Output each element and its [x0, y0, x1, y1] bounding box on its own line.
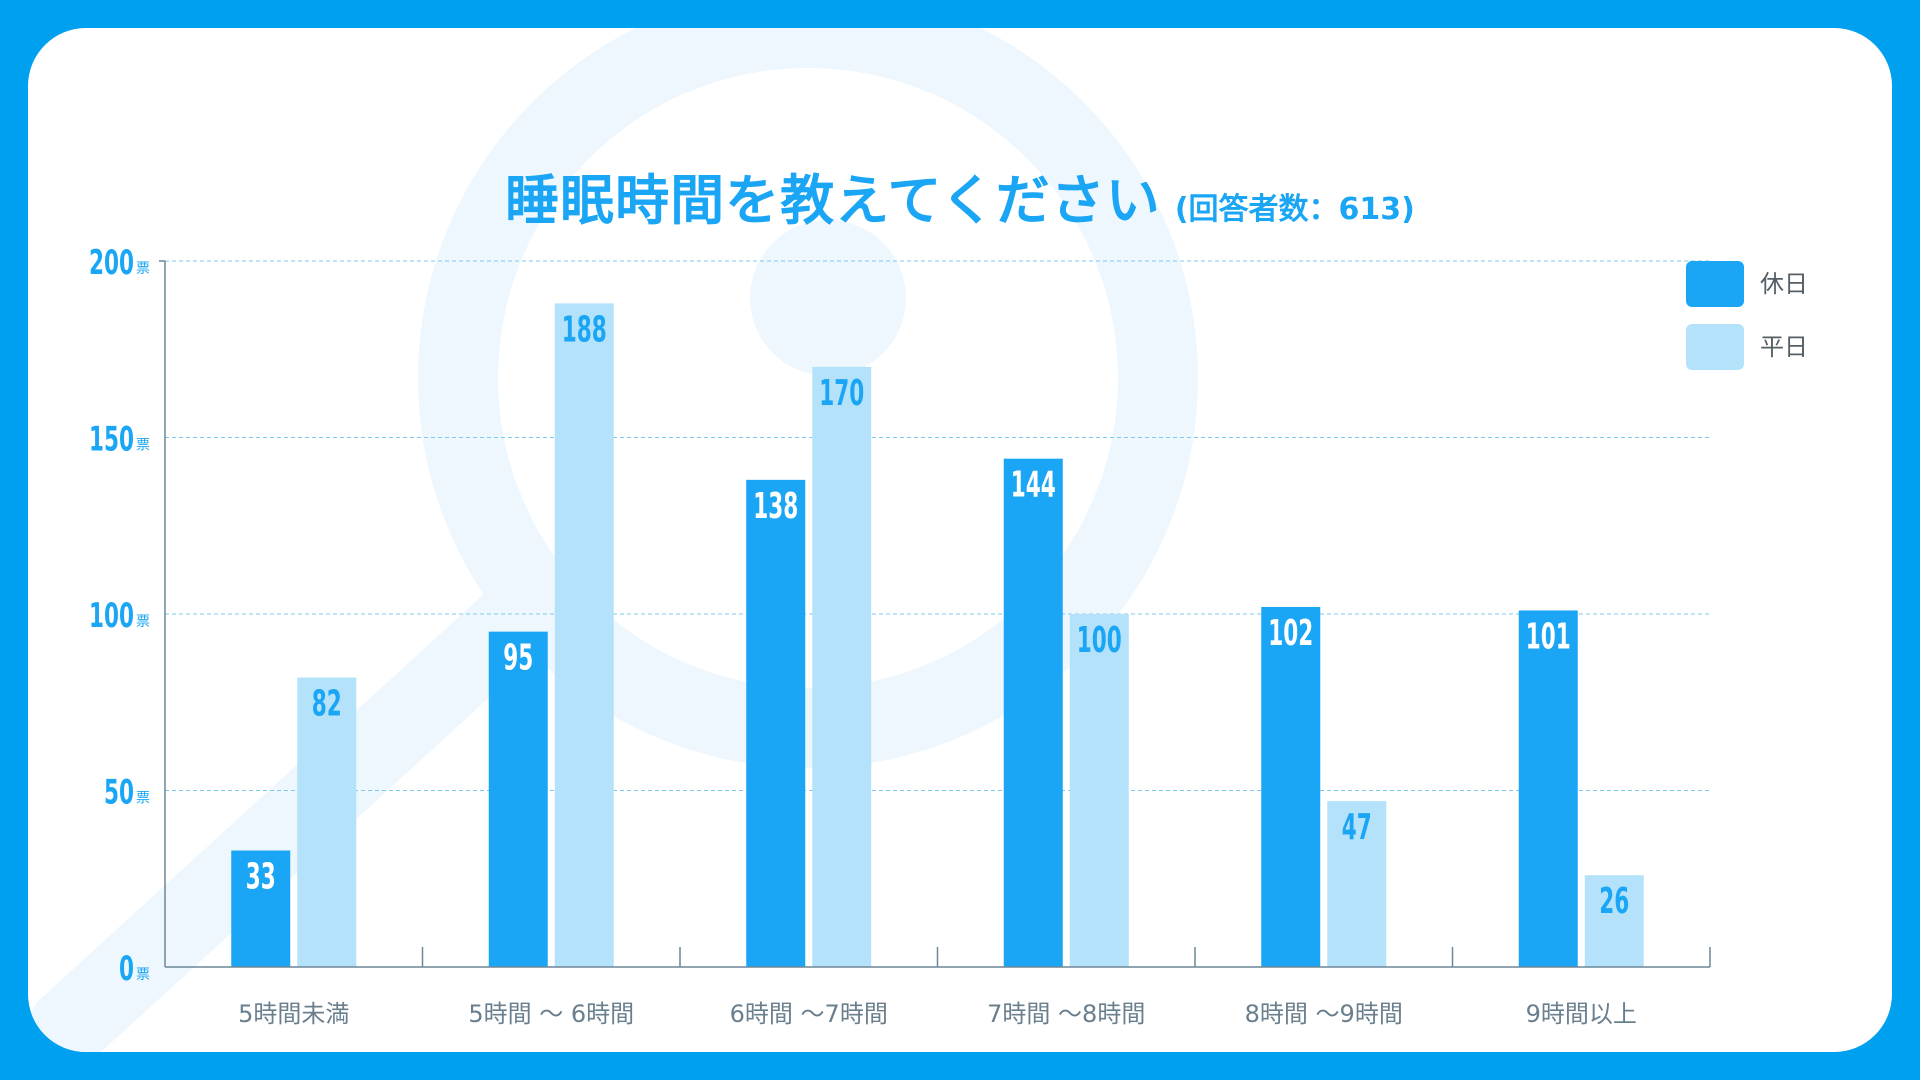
bar-holiday	[231, 850, 291, 967]
data-label: 100	[1077, 620, 1122, 661]
x-category-label: 6時間 〜7時間	[730, 1000, 888, 1028]
data-label: 82	[312, 684, 342, 725]
bar-holiday	[746, 479, 806, 967]
y-tick-unit: 票	[136, 614, 150, 630]
data-label: 47	[1342, 807, 1372, 848]
x-category-label: 9時間以上	[1526, 1000, 1637, 1028]
legend-swatch	[1686, 261, 1744, 307]
chart-title: 睡眠時間を教えてください	[505, 169, 1161, 232]
bar-weekday	[1069, 614, 1129, 967]
bar-weekday	[554, 303, 614, 967]
x-category-label: 5時間 〜 6時間	[468, 1000, 634, 1028]
data-label: 33	[246, 857, 276, 898]
legend-label: 平日	[1760, 333, 1808, 361]
bar-weekday	[1584, 875, 1644, 967]
y-tick-unit: 票	[136, 791, 150, 807]
x-category-label: 8時間 〜9時間	[1245, 1000, 1403, 1028]
y-tick-label: 0	[119, 949, 134, 989]
data-label: 188	[562, 309, 607, 350]
bar-weekday	[297, 677, 357, 967]
y-tick-label: 200	[89, 243, 134, 283]
data-label: 144	[1011, 465, 1056, 506]
gridlines	[165, 260, 1710, 791]
y-tick-label: 100	[89, 596, 134, 636]
y-tick-unit: 票	[136, 438, 150, 454]
data-label: 102	[1268, 613, 1313, 654]
bars: 33 82 95 188 138 170 144 100 102 47 101 26	[231, 303, 1644, 967]
x-category-label: 5時間未満	[238, 1000, 349, 1028]
data-label: 170	[819, 373, 864, 414]
y-tick-label: 150	[89, 420, 134, 460]
data-label: 95	[503, 638, 533, 679]
data-label: 138	[753, 486, 798, 527]
y-tick-unit: 票	[136, 261, 150, 277]
bar-holiday	[1261, 606, 1321, 967]
y-tick-unit: 票	[136, 967, 150, 983]
bar-holiday	[488, 631, 548, 967]
x-axis: 5時間未満 5時間 〜 6時間 6時間 〜7時間 7時間 〜8時間 8時間 〜9時間 9時…	[165, 947, 1711, 1028]
title-row: 睡眠時間を教えてください (回答者数：613)	[28, 156, 1892, 235]
bar-weekday	[1327, 801, 1387, 967]
bar-holiday	[1003, 458, 1063, 967]
bar-holiday	[1518, 610, 1578, 967]
respondent-count: (回答者数：613)	[1174, 192, 1415, 227]
data-label: 101	[1526, 616, 1571, 657]
legend-label: 休日	[1760, 270, 1808, 298]
data-label: 26	[1599, 881, 1629, 922]
bar-weekday	[812, 366, 872, 967]
legend-swatch	[1686, 324, 1744, 370]
x-category-label: 7時間 〜8時間	[987, 1000, 1145, 1028]
y-tick-label: 50	[104, 773, 134, 813]
